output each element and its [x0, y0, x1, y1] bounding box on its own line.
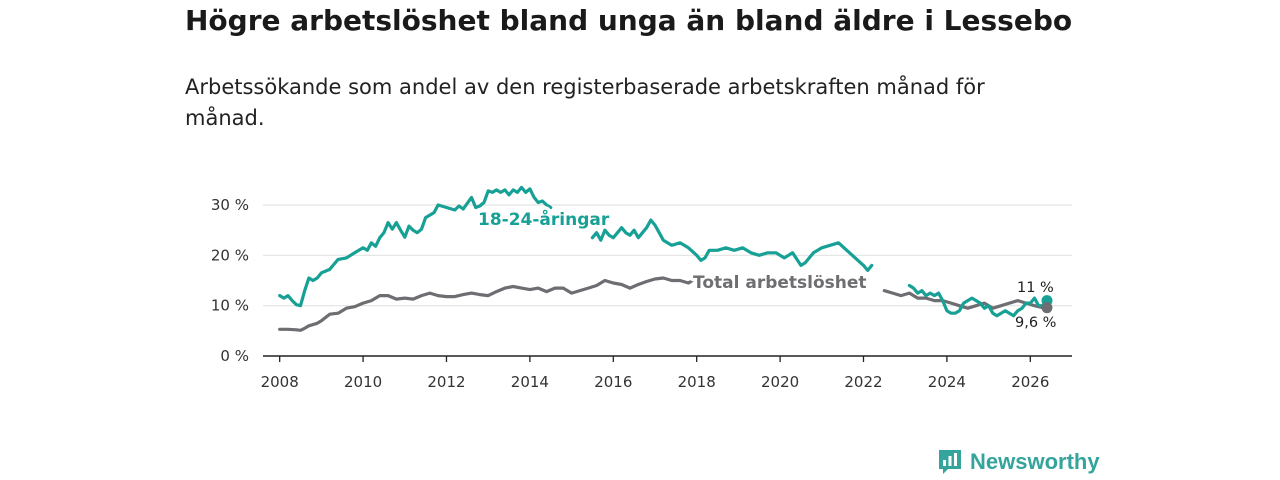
- x-tick-label: 2012: [427, 373, 465, 391]
- x-tick-label: 2014: [511, 373, 549, 391]
- series-label-young: 18-24-åringar: [478, 208, 610, 230]
- series-label-total: Total arbetslöshet: [693, 273, 867, 293]
- x-tick-label: 2024: [928, 373, 966, 391]
- gridlines: [263, 204, 1072, 307]
- brand-logo[interactable]: Newsworthy: [938, 449, 1100, 475]
- x-tick-label: 2018: [678, 373, 716, 391]
- x-tick-label: 2026: [1011, 373, 1049, 391]
- chart-subtitle: Arbetssökande som andel av den registerb…: [185, 75, 985, 130]
- series-label-young-halo: 18-24-åringar: [478, 208, 610, 230]
- series-line-young: [278, 185, 1049, 318]
- axes: 0 % 10 % 20 % 30 % 2008 2010 2012 2014 2016 2018 2…: [211, 196, 1072, 391]
- series-line-total: [278, 274, 1049, 332]
- x-tick-label: 2008: [261, 373, 299, 391]
- y-tick-label: 0 %: [220, 347, 249, 365]
- chart-title: Högre arbetslöshet bland unga än bland ä…: [185, 4, 1073, 37]
- bar-chart-speech-bubble-icon: [939, 450, 961, 474]
- end-marker-total: [1041, 302, 1053, 314]
- series-label-total-halo: Total arbetslöshet: [693, 273, 867, 293]
- end-label-young: 11 %: [1017, 280, 1054, 296]
- x-tick-label: 2022: [844, 373, 882, 391]
- x-tick-label: 2010: [344, 373, 382, 391]
- series-lines: [278, 185, 1053, 332]
- y-tick-label: 10 %: [211, 297, 249, 315]
- x-tick-label: 2020: [761, 373, 799, 391]
- x-tick-label: 2016: [594, 373, 632, 391]
- brand-name: Newsworthy: [970, 449, 1100, 474]
- y-tick-label: 30 %: [211, 196, 249, 214]
- y-tick-label: 20 %: [211, 246, 249, 264]
- end-label-total: 9,6 %: [1015, 315, 1056, 331]
